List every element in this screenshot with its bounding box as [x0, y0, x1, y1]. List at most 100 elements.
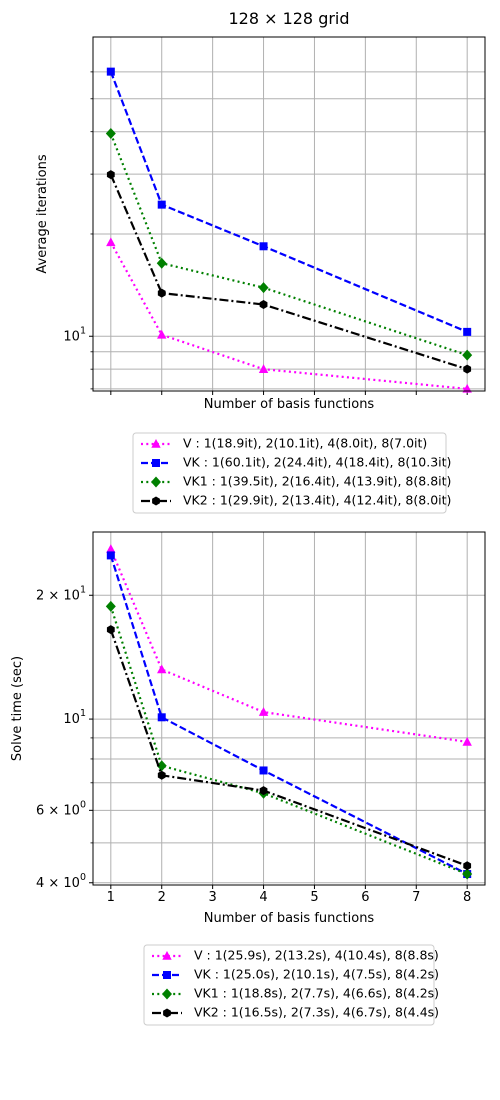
legend-item-v: V : 1(18.9it), 2(10.1it), 4(8.0it), 8(7.…	[141, 436, 427, 451]
data-point-v	[157, 664, 167, 674]
iterations-panel: 101 128 × 128 grid Number of basis functio…	[35, 9, 486, 514]
series-line-vk	[109, 71, 468, 333]
legend-item-vk: VK : 1(60.1it), 2(24.4it), 4(18.4it), 8(…	[141, 455, 451, 470]
series-vk2	[106, 625, 472, 871]
legend-label: VK1 : 1(18.8s), 2(7.7s), 4(6.6s), 8(4.2s…	[194, 986, 439, 1001]
chart-title: 128 × 128 grid	[228, 9, 349, 28]
data-point-v	[462, 383, 472, 393]
grid	[93, 532, 485, 885]
data-point-vk2	[259, 300, 268, 310]
legend-label: VK : 1(25.0s), 2(10.1s), 4(7.5s), 8(4.2s…	[194, 967, 439, 982]
legend-item-vk2: VK2 : 1(29.9it), 2(13.4it), 4(12.4it), 8…	[141, 493, 451, 508]
plot-area	[93, 532, 485, 885]
series-group	[105, 544, 473, 880]
legend-marker	[162, 951, 172, 960]
data-point-vk1	[258, 282, 269, 294]
x-tick-label: 2	[158, 890, 166, 905]
data-point-vk1	[105, 600, 116, 612]
data-point-vk2	[259, 786, 268, 796]
legend-marker	[163, 971, 171, 979]
data-point-vk2	[157, 288, 166, 298]
axes-frame	[92, 36, 486, 392]
x-tick-label: 4	[259, 890, 267, 905]
x-ticks: 1 2 3 4 5 6 7 8	[107, 885, 471, 905]
data-point-vk1	[462, 868, 473, 880]
legend-marker	[163, 1008, 171, 1018]
data-point-vk	[259, 766, 268, 775]
x-tick-label: 8	[463, 890, 471, 905]
legend-marker	[152, 496, 160, 506]
y-tick-label: 2 × 101	[36, 584, 86, 603]
data-point-v	[157, 329, 167, 339]
data-point-vk	[157, 713, 166, 722]
grid	[93, 37, 485, 391]
y-axis-label: Average iterations	[35, 154, 50, 273]
series-group	[105, 67, 473, 393]
legend-item-v: V : 1(25.9s), 2(13.2s), 4(10.4s), 8(8.8s…	[152, 948, 439, 963]
data-point-v	[106, 237, 116, 247]
y-ticks: 4 × 100 6 × 100 101 2 × 101	[36, 584, 93, 890]
y-tick-label: 4 × 100	[36, 871, 86, 890]
legend-label: VK2 : 1(16.5s), 2(7.3s), 4(6.7s), 8(4.4s…	[194, 1005, 439, 1020]
data-point-v	[462, 736, 472, 746]
data-point-v	[258, 707, 269, 716]
legend-label: V : 1(18.9it), 2(10.1it), 4(8.0it), 8(7.…	[183, 436, 427, 451]
data-point-vk	[106, 551, 115, 560]
x-tick-label: 6	[361, 890, 369, 905]
series-line-vk2	[109, 629, 468, 867]
legend-label: VK2 : 1(29.9it), 2(13.4it), 4(12.4it), 8…	[183, 493, 451, 508]
legend-label: V : 1(25.9s), 2(13.2s), 4(10.4s), 8(8.8s…	[194, 948, 439, 963]
legend-box	[132, 432, 447, 514]
data-point-vk	[157, 200, 166, 209]
data-point-vk2	[106, 625, 115, 635]
legend-marker	[152, 459, 160, 467]
data-point-vk	[259, 242, 268, 251]
data-point-vk2	[463, 861, 472, 871]
data-point-vk2	[463, 364, 472, 374]
x-axis-label: Number of basis functions	[204, 911, 375, 926]
data-point-vk1	[462, 349, 473, 361]
y-tick-label: 6 × 100	[36, 799, 86, 818]
x-tick-label: 7	[412, 890, 420, 905]
data-point-vk1	[156, 257, 167, 269]
data-point-vk2	[157, 770, 166, 780]
data-point-vk1	[105, 128, 116, 140]
x-tick-label: 5	[310, 890, 318, 905]
y-tick-label: 101	[63, 708, 86, 727]
legend: V : 1(18.9it), 2(10.1it), 4(8.0it), 8(7.…	[132, 432, 451, 514]
legend-marker	[162, 988, 172, 1000]
legend-box	[143, 944, 435, 1026]
legend-item-vk1: VK1 : 1(39.5it), 2(16.4it), 4(13.9it), 8…	[141, 474, 451, 489]
legend: V : 1(25.9s), 2(13.2s), 4(10.4s), 8(8.8s…	[143, 944, 439, 1026]
data-point-v	[106, 544, 116, 553]
legend-item-vk2: VK2 : 1(16.5s), 2(7.3s), 4(6.7s), 8(4.4s…	[152, 1005, 439, 1020]
series-line-vk1	[109, 133, 468, 357]
legend-item-vk1: VK1 : 1(18.8s), 2(7.7s), 4(6.6s), 8(4.2s…	[152, 986, 439, 1001]
series-v	[106, 237, 472, 393]
y-ticks: 101	[63, 71, 93, 390]
x-tick-label: 1	[107, 890, 115, 905]
legend-marker	[151, 476, 161, 488]
y-tick-label: 101	[63, 325, 86, 344]
series-line-v	[109, 241, 468, 390]
series-v	[106, 544, 472, 746]
data-point-vk	[106, 67, 115, 76]
plot-area	[93, 37, 485, 391]
series-vk1	[105, 128, 473, 361]
legend-marker	[151, 439, 161, 448]
series-vk	[106, 67, 472, 336]
series-vk2	[106, 170, 472, 374]
series-line-v	[109, 548, 468, 744]
data-point-v	[258, 364, 269, 373]
axes-frame	[92, 531, 486, 886]
x-tick-label: 3	[208, 890, 216, 905]
x-ticks	[110, 391, 468, 395]
legend-label: VK : 1(60.1it), 2(24.4it), 4(18.4it), 8(…	[183, 455, 451, 470]
series-line-vk1	[109, 605, 468, 876]
x-axis-label: Number of basis functions	[204, 397, 375, 412]
series-line-vk2	[109, 174, 468, 371]
y-axis-label: Solve time (sec)	[10, 656, 25, 761]
solve-time-panel: 1 2 3 4 5 6 7 8 4 × 100 6 × 100 101 2 × 101 Number o…	[10, 531, 486, 1026]
series-line-vk	[109, 555, 468, 876]
